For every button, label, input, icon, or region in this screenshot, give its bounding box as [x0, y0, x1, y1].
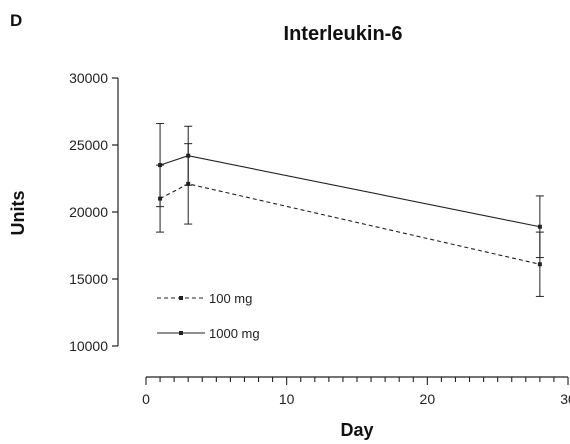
y-tick-label: 30000	[69, 70, 108, 86]
series-layer	[156, 123, 544, 297]
x-tick-label: 30	[560, 391, 570, 407]
y-tick-label: 25000	[69, 137, 108, 153]
x-axis-label: Day	[340, 420, 373, 440]
series-line	[159, 183, 540, 265]
data-point	[186, 153, 191, 158]
chart-title: Interleukin-6	[284, 23, 403, 45]
legend: 100 mg 1000 mg	[157, 291, 260, 341]
y-tick-label: 15000	[69, 271, 108, 287]
legend-label: 100 mg	[209, 291, 252, 306]
data-point	[537, 262, 542, 267]
x-tick-label: 20	[420, 391, 436, 407]
y-axis: 10000 15000 20000 25000 30000	[69, 70, 119, 354]
y-axis-label: Units	[8, 191, 28, 236]
legend-label: 1000 mg	[209, 326, 260, 341]
panel-label: D	[10, 11, 22, 30]
series-line	[159, 155, 540, 228]
legend-marker	[179, 331, 183, 335]
x-axis: 0 10 20 30	[142, 376, 570, 407]
y-tick-label: 10000	[69, 338, 108, 354]
y-tick-label: 20000	[69, 204, 108, 220]
x-tick-label: 0	[142, 391, 150, 407]
x-tick-label: 10	[279, 391, 295, 407]
data-point	[158, 163, 163, 168]
series-1	[156, 143, 544, 297]
legend-marker	[179, 296, 183, 300]
data-point	[537, 224, 542, 229]
series-2	[156, 123, 544, 259]
